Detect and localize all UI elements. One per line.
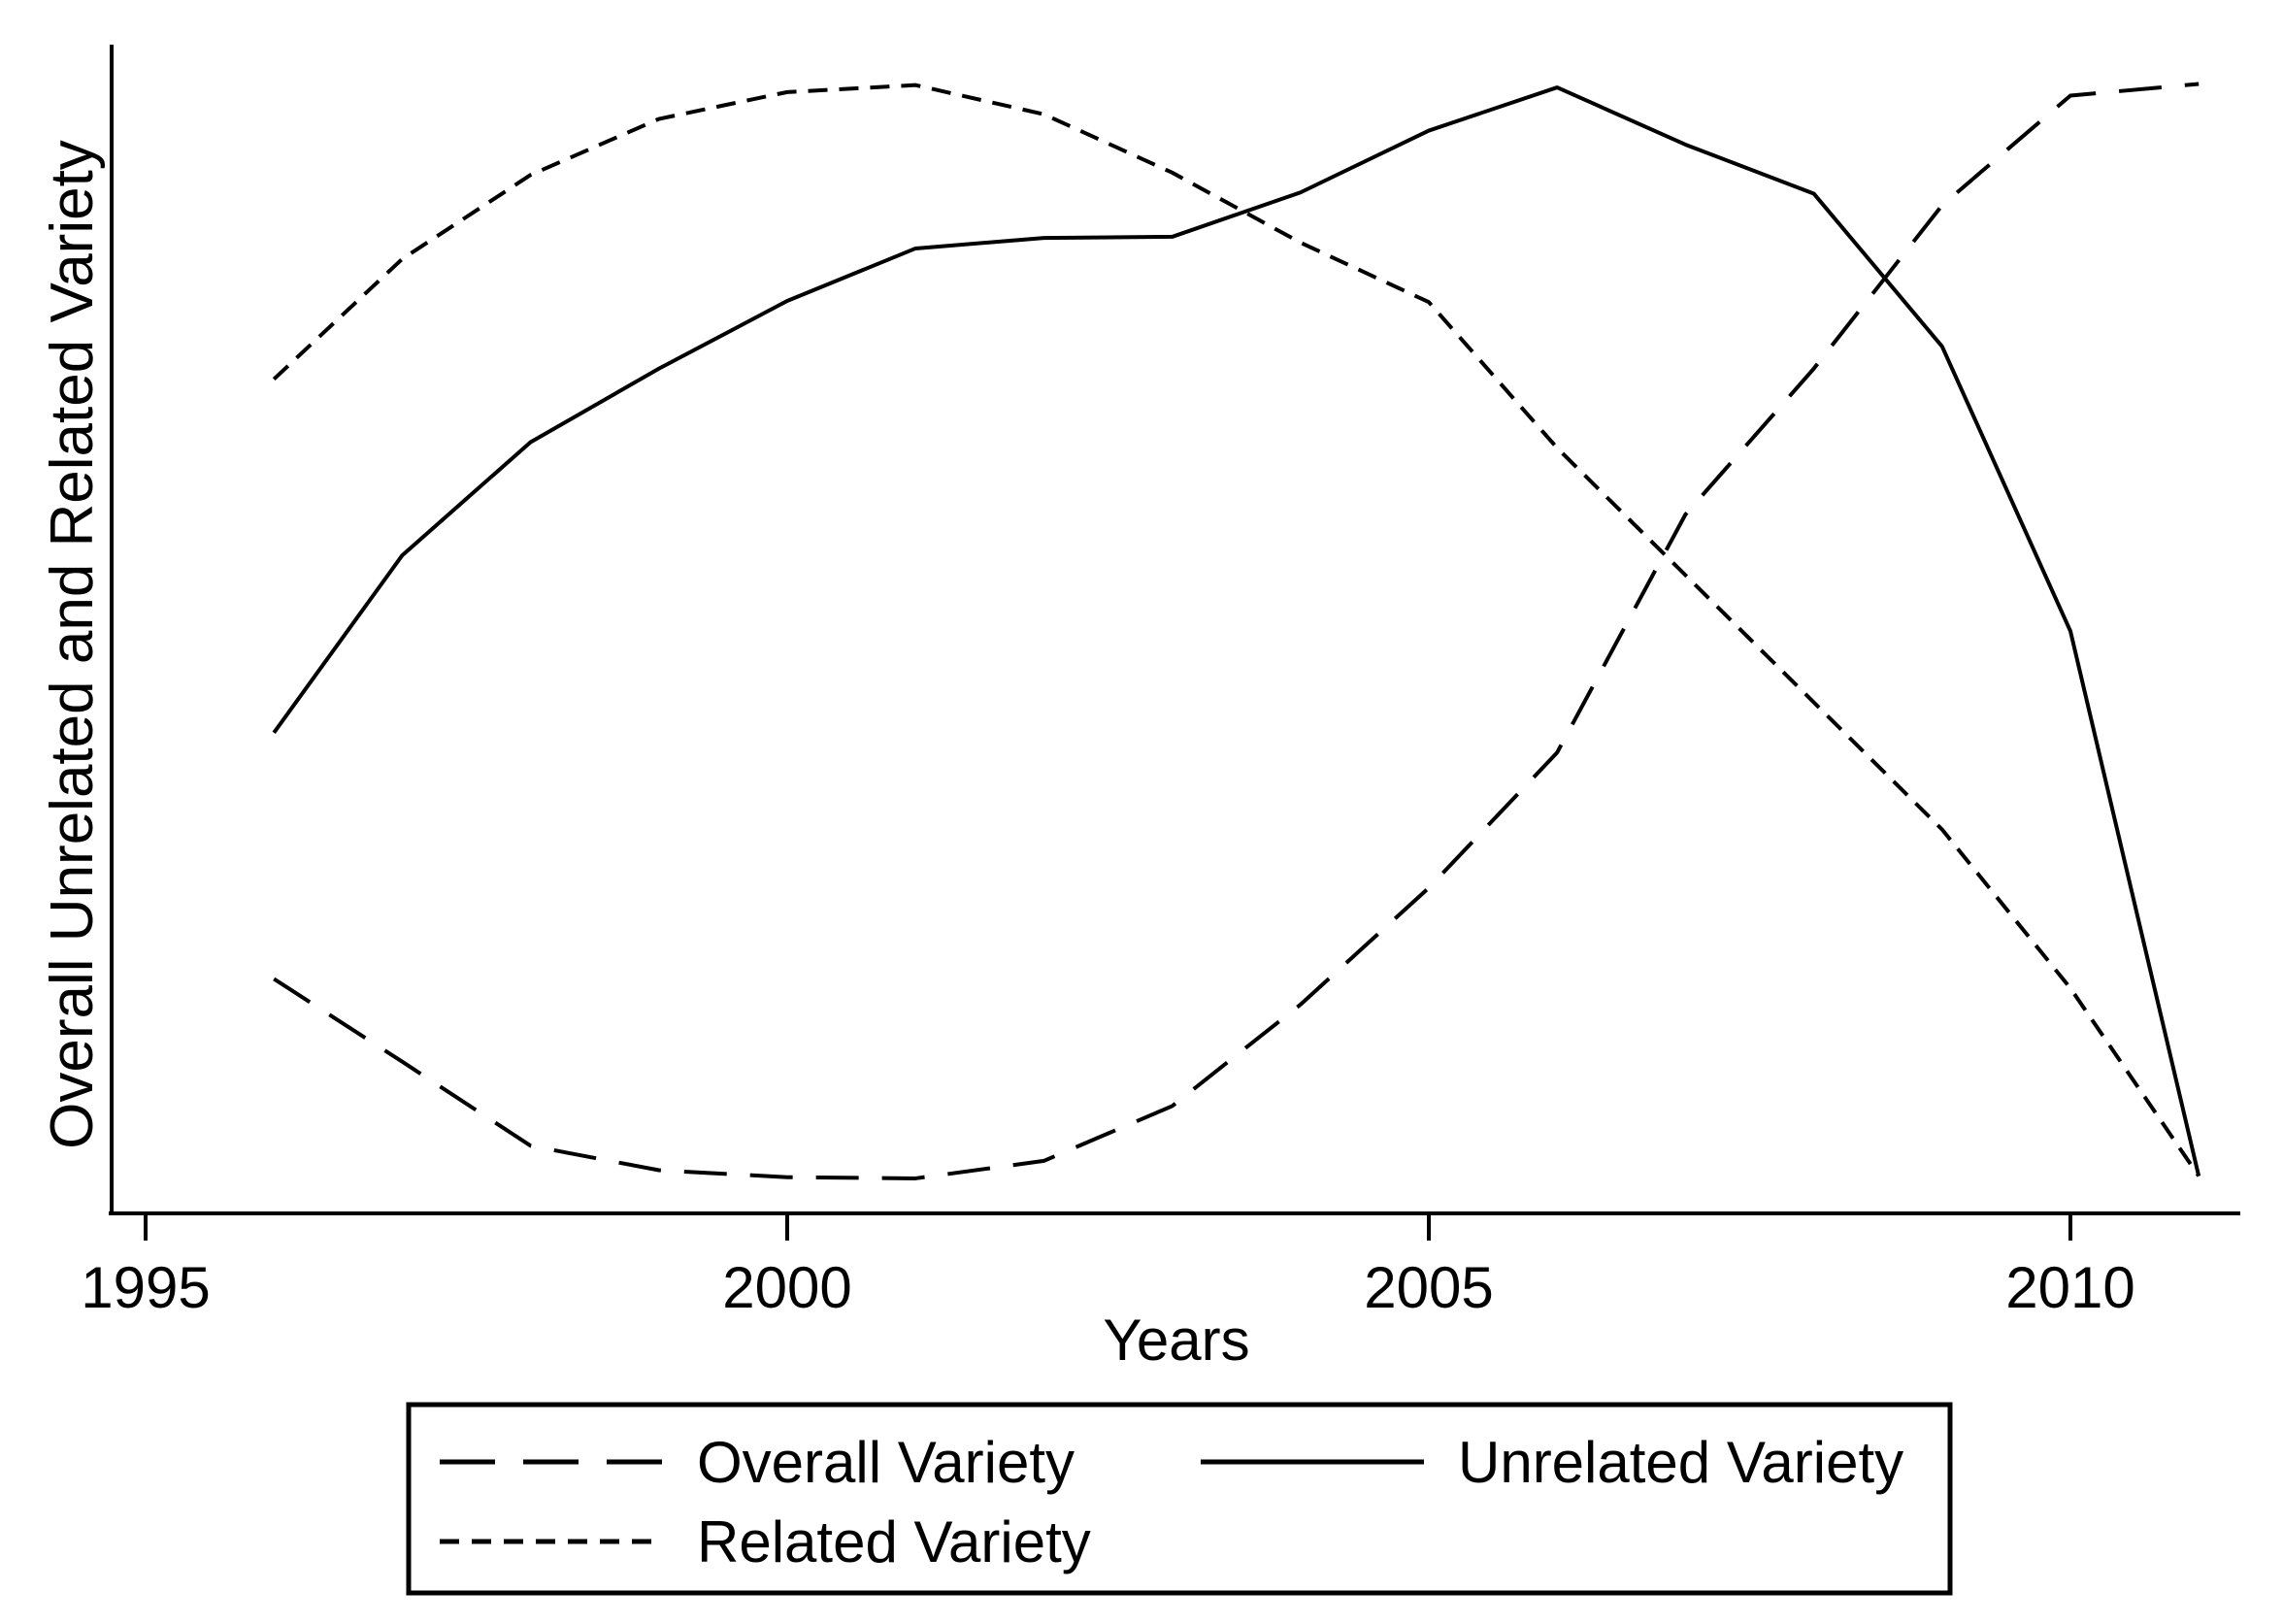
x-tick-label: 1995 — [81, 1255, 210, 1320]
x-tick-label: 2000 — [722, 1255, 851, 1320]
legend: Overall Variety Unrelated Variety Related … — [406, 1402, 1953, 1596]
x-tick-label: 2005 — [1364, 1255, 1493, 1320]
legend-box — [406, 1402, 1953, 1596]
y-axis-title: Overall Unrelated and Related Variety — [39, 140, 106, 1149]
x-axis-title: Years — [1103, 1308, 1249, 1373]
unrelated-variety-line — [272, 85, 2201, 1177]
overall-variety-line — [273, 82, 2200, 1180]
x-tick-label: 2010 — [2005, 1255, 2134, 1320]
series-lines — [272, 82, 2201, 1180]
axis-labels: 1995 2000 2005 2010 Years Overall Unrelated a… — [39, 140, 2135, 1373]
related-variety-line — [272, 83, 2200, 1177]
legend-label-related-variety: Related Variety — [697, 1509, 1091, 1574]
legend-label-unrelated-variety: Unrelated Variety — [1458, 1430, 1903, 1495]
axes — [109, 45, 2240, 1241]
legend-label-overall-variety: Overall Variety — [697, 1430, 1075, 1495]
